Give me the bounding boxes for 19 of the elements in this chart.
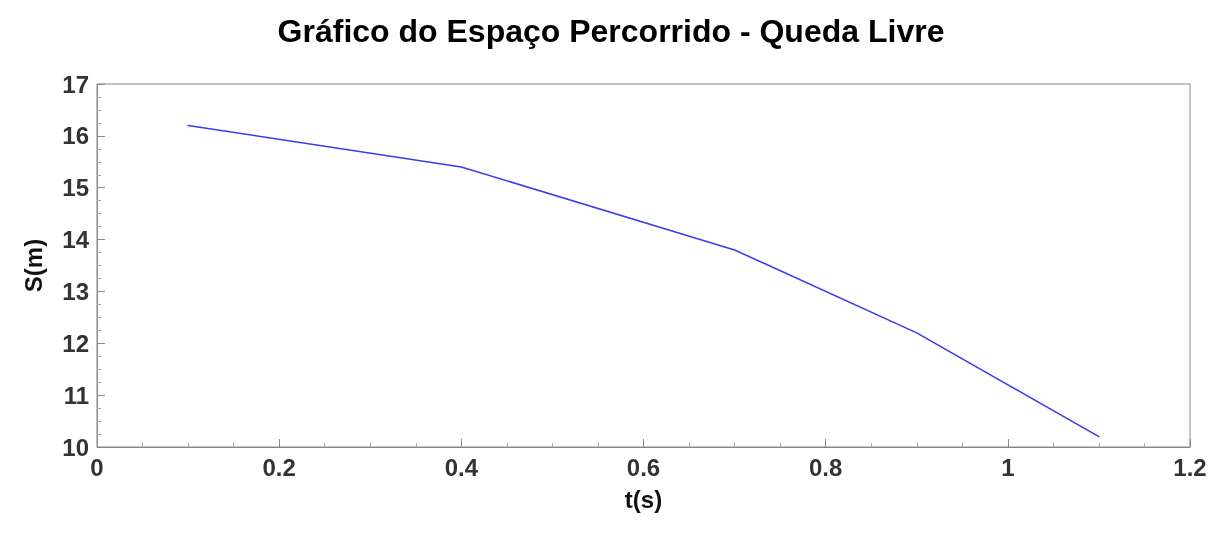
x-tick-label: 0.2 bbox=[262, 453, 296, 481]
x-axis-title: t(s) bbox=[624, 485, 663, 513]
y-tick-label: 14 bbox=[62, 226, 90, 254]
y-tick-label: 17 bbox=[62, 70, 89, 98]
x-tick-label: 0.6 bbox=[626, 453, 661, 481]
line-series bbox=[187, 124, 1100, 438]
y-axis-title: S(m) bbox=[19, 238, 47, 293]
x-tick-label: 1.2 bbox=[1173, 453, 1207, 481]
x-tick-label: 0.8 bbox=[808, 453, 843, 481]
x-tick-label: 0.4 bbox=[444, 453, 479, 481]
y-tick-label: 11 bbox=[63, 381, 89, 409]
y-tick-label: 10 bbox=[62, 433, 89, 461]
chart-title: Gráfico do Espaço Percorrido - Queda Livre bbox=[277, 13, 945, 49]
y-tick-label: 16 bbox=[62, 122, 89, 150]
x-tick-label: 0 bbox=[90, 453, 104, 481]
y-tick-label: 13 bbox=[62, 277, 89, 305]
y-tick-label: 15 bbox=[62, 174, 89, 202]
x-tick-label: 1 bbox=[1001, 453, 1015, 481]
y-tick-label: 12 bbox=[62, 329, 89, 357]
